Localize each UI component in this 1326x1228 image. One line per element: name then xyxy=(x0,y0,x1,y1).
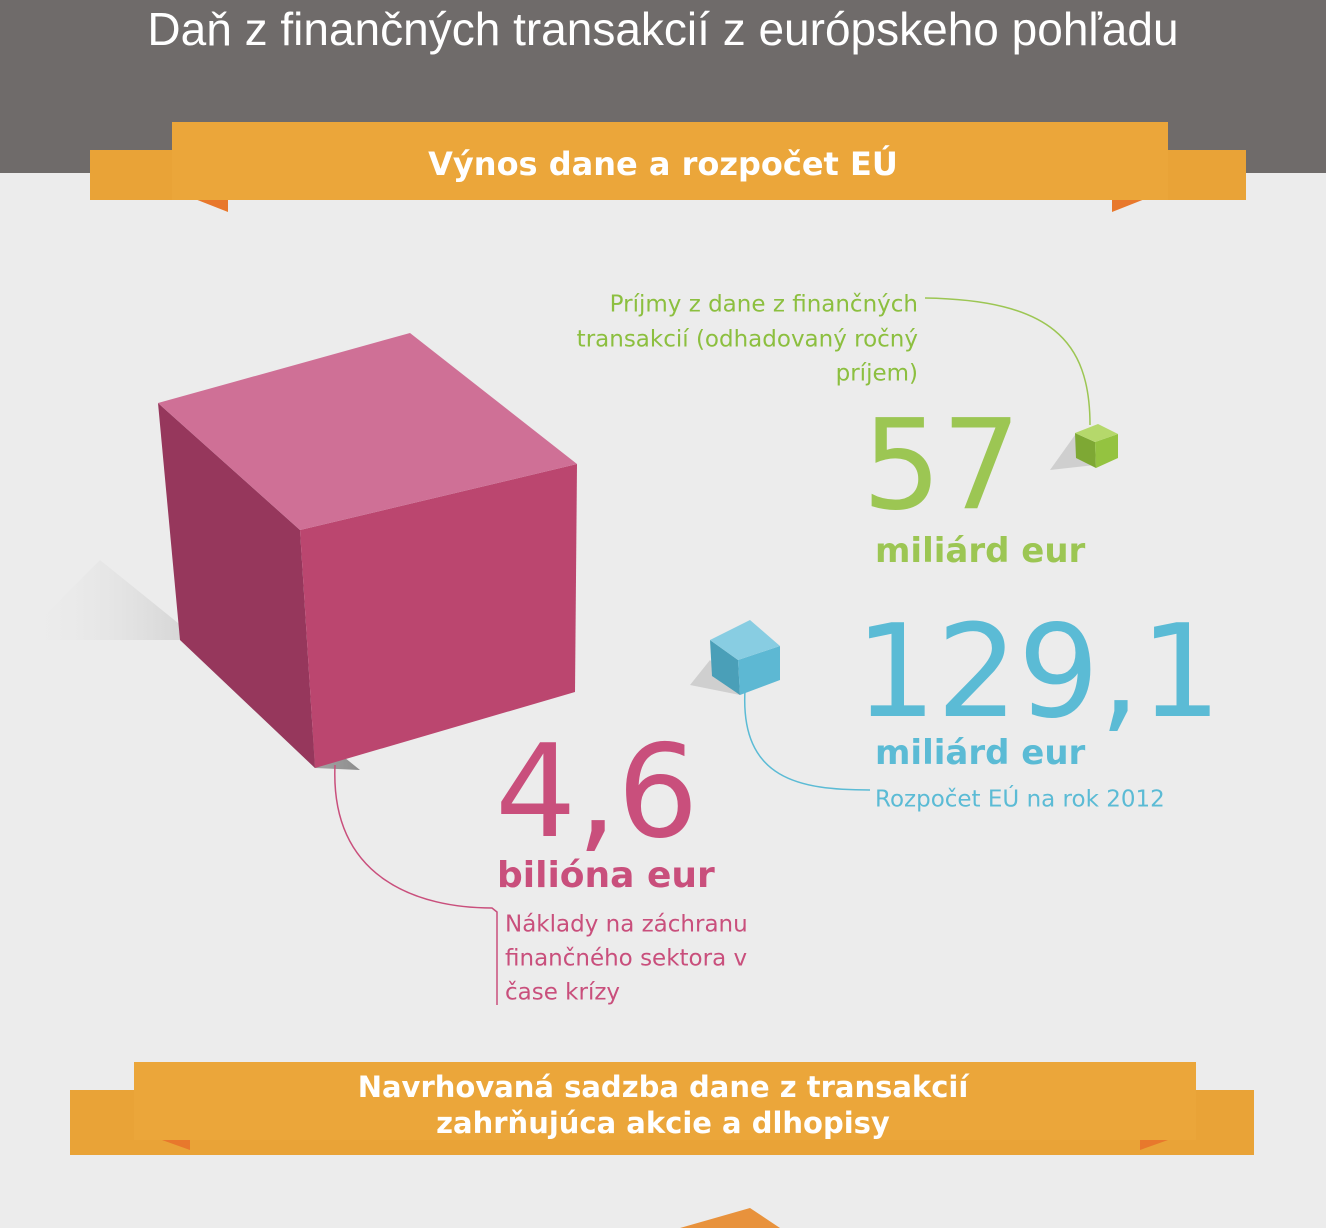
section-title: Navrhovaná sadzba dane z transakcií xyxy=(358,1070,971,1104)
connector xyxy=(744,689,871,791)
cube-pink xyxy=(20,333,577,770)
figure-label: Náklady na záchranu xyxy=(505,912,748,938)
section-title: zahrňujúca akcie a dlhopisy xyxy=(436,1106,890,1140)
ribbon xyxy=(90,122,1246,212)
figure-label: finančného sektora v xyxy=(505,946,747,972)
figure-unit: bilióna eur xyxy=(497,855,715,896)
figure-value: 129,1 xyxy=(855,598,1221,747)
cube-blue xyxy=(690,620,780,695)
figure-label: príjem) xyxy=(836,361,918,387)
ribbon xyxy=(70,1062,1254,1155)
section-title: Výnos dane a rozpočet EÚ xyxy=(428,144,898,183)
figure-label: transakcií (odhadovaný ročný xyxy=(577,327,918,353)
figure-value: 57 xyxy=(862,393,1021,538)
figure-value: 4,6 xyxy=(495,718,699,867)
page-title: Daň z finančných transakcií z európskeho… xyxy=(147,3,1178,55)
connector xyxy=(924,297,1091,426)
decoration xyxy=(680,1208,780,1228)
figure-label: čase krízy xyxy=(505,980,620,1006)
figure-label: Príjmy z dane z finančných xyxy=(610,292,918,318)
figure-unit: miliárd eur xyxy=(875,531,1086,571)
connector xyxy=(334,764,498,1005)
figure-unit: miliárd eur xyxy=(875,733,1086,773)
cube-green xyxy=(1050,424,1118,470)
figure-label: Rozpočet EÚ na rok 2012 xyxy=(875,785,1165,813)
